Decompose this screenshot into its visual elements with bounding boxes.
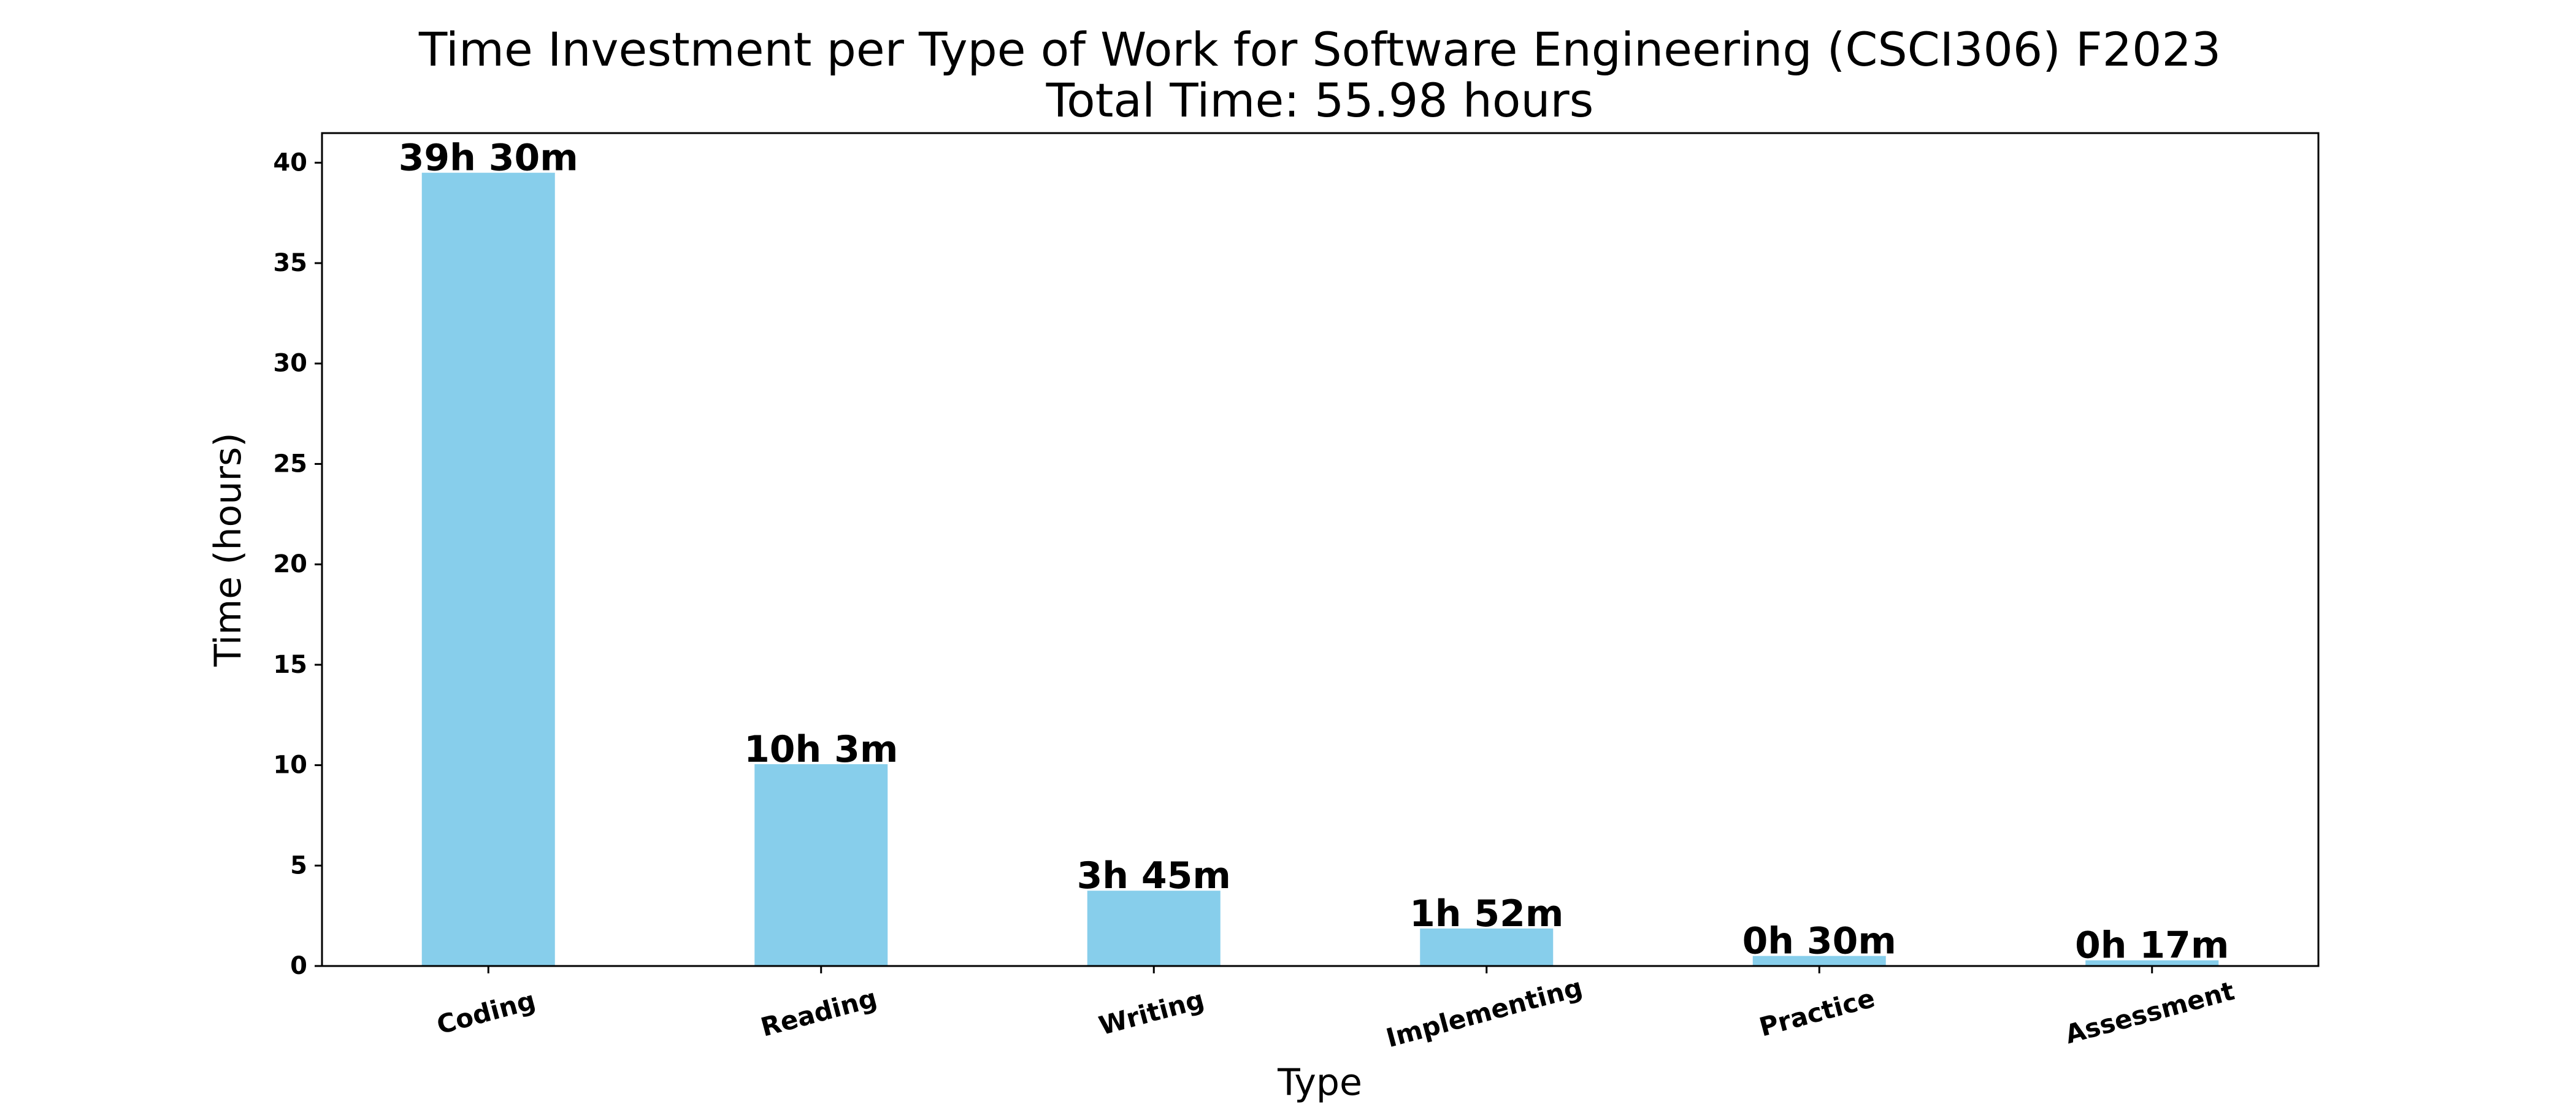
x-axis-label: Type (1277, 1061, 1362, 1104)
y-tick-label: 5 (290, 851, 307, 880)
bar-assessment (2085, 960, 2219, 966)
y-tick-label: 25 (273, 450, 307, 478)
chart-subtitle: Total Time: 55.98 hours (1046, 73, 1594, 128)
y-tick-label: 30 (273, 350, 307, 378)
x-tick-label: Practice (1756, 983, 1878, 1042)
y-tick-label: 0 (290, 952, 307, 980)
x-tick-label: Implementing (1383, 972, 1585, 1053)
y-tick-label: 40 (273, 148, 307, 177)
x-tick-label: Assessment (2062, 976, 2237, 1050)
bar-coding (421, 172, 555, 967)
x-tick-label: Reading (757, 983, 880, 1042)
x-tick-label: Coding (434, 985, 539, 1040)
bar-implementing (1420, 928, 1554, 966)
plot-frame (321, 132, 2320, 967)
y-tick-label: 10 (273, 751, 307, 780)
y-tick-label: 35 (273, 249, 307, 277)
bar-value-label: 39h 30m (399, 137, 578, 180)
chart-title: Time Investment per Type of Work for Sof… (418, 22, 2221, 77)
y-tick-label: 20 (273, 550, 307, 578)
bar-value-label: 0h 17m (2075, 924, 2229, 967)
bar-writing (1087, 891, 1221, 966)
bar-value-label: 0h 30m (1742, 920, 1896, 963)
bar-value-label: 10h 3m (744, 728, 898, 771)
y-axis-label: Time (hours) (207, 432, 250, 667)
y-tick-label: 15 (273, 651, 307, 679)
bars (421, 172, 2219, 967)
x-tick-label: Writing (1096, 984, 1208, 1041)
bar-value-label: 3h 45m (1077, 854, 1231, 897)
bar-value-label: 1h 52m (1409, 892, 1563, 935)
bar-practice (1752, 956, 1886, 966)
bar-labels: 39h 30m 10h 3m 3h 45m 1h 52m 0h 30m 0h 17m (399, 137, 2229, 967)
x-axis-ticks: Coding Reading Writing Implementing Practice… (434, 966, 2237, 1053)
y-axis-ticks: 0 5 10 15 20 25 30 35 40 (273, 148, 322, 980)
bar-reading (754, 764, 888, 966)
